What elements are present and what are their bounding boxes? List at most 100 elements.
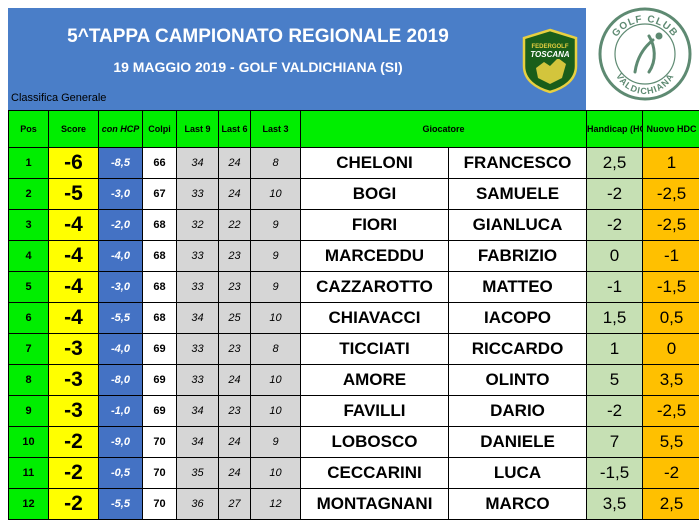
colpi-cell: 66 (143, 148, 177, 179)
position-cell: 8 (9, 365, 49, 396)
score-cell: -4 (49, 272, 99, 303)
player-surname-cell: MONTAGNANI (301, 489, 449, 520)
score-cell: -3 (49, 334, 99, 365)
player-surname-cell: CHIAVACCI (301, 303, 449, 334)
col-handicap-header: Handicap (HCP) (587, 111, 643, 148)
section-label: Classifica Generale (11, 92, 106, 104)
handicap-cell: -1 (587, 272, 643, 303)
colpi-cell: 69 (143, 396, 177, 427)
position-cell: 10 (9, 427, 49, 458)
last6-cell: 24 (219, 365, 251, 396)
handicap-cell: 1,5 (587, 303, 643, 334)
player-surname-cell: BOGI (301, 179, 449, 210)
handicap-cell: 1 (587, 334, 643, 365)
con-hcp-cell: -5,5 (99, 303, 143, 334)
col-con-hcp-header: con HCP (99, 111, 143, 148)
con-hcp-cell: -3,0 (99, 179, 143, 210)
nuovo-hdc-cell: 2,5 (643, 489, 699, 520)
col-pos-header: Pos (9, 111, 49, 148)
last9-cell: 34 (177, 396, 219, 427)
player-surname-cell: CAZZAROTTO (301, 272, 449, 303)
last6-cell: 27 (219, 489, 251, 520)
player-name-cell: MATTEO (449, 272, 587, 303)
last6-cell: 24 (219, 179, 251, 210)
last3-cell: 10 (251, 365, 301, 396)
colpi-cell: 68 (143, 272, 177, 303)
last9-cell: 33 (177, 365, 219, 396)
last3-cell: 8 (251, 334, 301, 365)
handicap-cell: 5 (587, 365, 643, 396)
position-cell: 3 (9, 210, 49, 241)
con-hcp-cell: -4,0 (99, 334, 143, 365)
position-cell: 2 (9, 179, 49, 210)
position-cell: 4 (9, 241, 49, 272)
last9-cell: 34 (177, 148, 219, 179)
last3-cell: 9 (251, 241, 301, 272)
score-cell: -6 (49, 148, 99, 179)
last3-cell: 9 (251, 210, 301, 241)
score-cell: -5 (49, 179, 99, 210)
handicap-cell: 0 (587, 241, 643, 272)
last6-cell: 25 (219, 303, 251, 334)
last3-cell: 12 (251, 489, 301, 520)
player-name-cell: MARCO (449, 489, 587, 520)
last9-cell: 32 (177, 210, 219, 241)
col-last9-header: Last 9 (177, 111, 219, 148)
last6-cell: 23 (219, 272, 251, 303)
page-subtitle: 19 MAGGIO 2019 - GOLF VALDICHIANA (SI) (8, 59, 508, 75)
standings-table: Pos Score con HCP Colpi Last 9 Last 6 La… (8, 110, 699, 520)
score-cell: -2 (49, 489, 99, 520)
handicap-cell: -2 (587, 210, 643, 241)
player-name-cell: IACOPO (449, 303, 587, 334)
col-colpi-header: Colpi (143, 111, 177, 148)
page-title: 5^TAPPA CAMPIONATO REGIONALE 2019 (8, 26, 508, 48)
federgolf-toscana-logo: FEDERGOLF TOSCANA (520, 28, 580, 94)
player-name-cell: OLINTO (449, 365, 587, 396)
player-name-cell: RICCARDO (449, 334, 587, 365)
position-cell: 6 (9, 303, 49, 334)
last6-cell: 24 (219, 427, 251, 458)
player-surname-cell: CECCARINI (301, 458, 449, 489)
col-last3-header: Last 3 (251, 111, 301, 148)
nuovo-hdc-cell: -1,5 (643, 272, 699, 303)
colpi-cell: 69 (143, 334, 177, 365)
last3-cell: 10 (251, 303, 301, 334)
score-cell: -2 (49, 427, 99, 458)
nuovo-hdc-cell: -2,5 (643, 179, 699, 210)
con-hcp-cell: -1,0 (99, 396, 143, 427)
player-surname-cell: MARCEDDU (301, 241, 449, 272)
position-cell: 1 (9, 148, 49, 179)
last6-cell: 23 (219, 334, 251, 365)
handicap-cell: 2,5 (587, 148, 643, 179)
last9-cell: 34 (177, 303, 219, 334)
last6-cell: 22 (219, 210, 251, 241)
colpi-cell: 70 (143, 458, 177, 489)
player-surname-cell: LOBOSCO (301, 427, 449, 458)
handicap-cell: -2 (587, 396, 643, 427)
last9-cell: 33 (177, 179, 219, 210)
last3-cell: 10 (251, 396, 301, 427)
player-name-cell: DANIELE (449, 427, 587, 458)
con-hcp-cell: -2,0 (99, 210, 143, 241)
last9-cell: 35 (177, 458, 219, 489)
score-cell: -4 (49, 241, 99, 272)
col-score-header: Score (49, 111, 99, 148)
player-name-cell: FABRIZIO (449, 241, 587, 272)
golf-club-valdichiana-logo: GOLF CLUB VALDICHIANA (597, 6, 693, 102)
player-surname-cell: TICCIATI (301, 334, 449, 365)
nuovo-hdc-cell: -2,5 (643, 210, 699, 241)
last3-cell: 10 (251, 179, 301, 210)
col-giocatore-header: Giocatore (301, 111, 587, 148)
score-cell: -4 (49, 303, 99, 334)
nuovo-hdc-cell: 0 (643, 334, 699, 365)
